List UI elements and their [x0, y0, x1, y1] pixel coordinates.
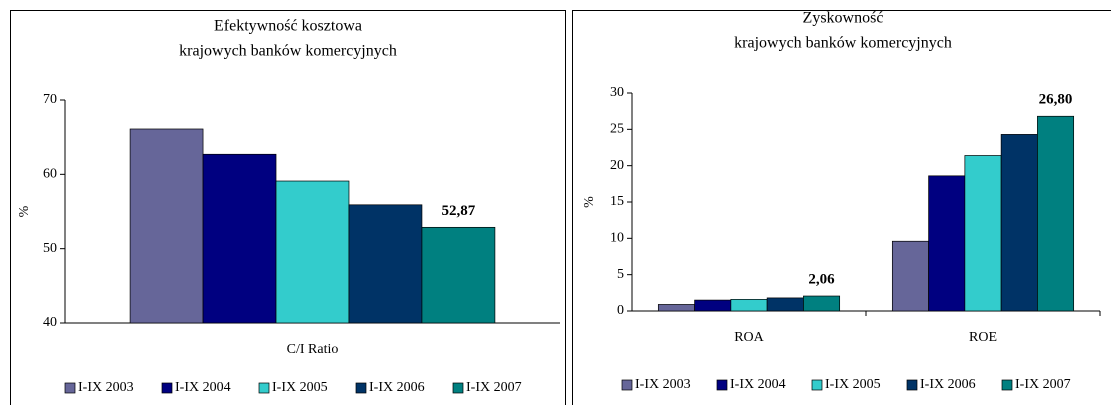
y-tick-label: 20 — [610, 158, 624, 173]
chart-title: Efektywność kosztowa — [214, 18, 362, 35]
legend-swatch — [906, 379, 918, 391]
legend-swatch — [355, 382, 367, 394]
chart-title: krajowych banków komercyjnych — [179, 43, 397, 60]
legend-label: I-IX 2006 — [920, 377, 976, 392]
bar — [348, 204, 423, 324]
legend-label: I-IX 2006 — [369, 380, 425, 395]
y-axis-label: % — [582, 196, 597, 208]
y-axis-label: % — [17, 205, 32, 217]
legend-label: I-IX 2005 — [272, 380, 328, 395]
bar — [421, 226, 496, 324]
x-tick-label: ROE — [969, 330, 997, 345]
chart-frame — [10, 10, 566, 405]
y-tick-label: 70 — [43, 92, 57, 107]
bar — [891, 240, 929, 312]
legend-swatch — [1001, 379, 1013, 391]
x-tick-label: C/I Ratio — [287, 342, 339, 357]
legend-label: I-IX 2005 — [825, 377, 881, 392]
legend-label: I-IX 2003 — [78, 380, 134, 395]
bar — [657, 304, 695, 312]
x-tick-label: ROA — [734, 330, 764, 345]
chart-title: krajowych banków komercyjnych — [734, 35, 952, 52]
legend-swatch — [161, 382, 173, 394]
legend-swatch — [811, 379, 823, 391]
legend-label: I-IX 2004 — [730, 377, 786, 392]
y-tick-label: 50 — [43, 241, 57, 256]
bar — [202, 153, 277, 324]
legend-label: I-IX 2003 — [635, 377, 691, 392]
legend-label: I-IX 2004 — [175, 380, 231, 395]
y-tick-label: 60 — [43, 167, 57, 182]
bar — [1000, 134, 1038, 312]
y-tick-label: 30 — [610, 85, 624, 100]
bar — [275, 180, 350, 324]
legend-label: I-IX 2007 — [466, 380, 522, 395]
y-tick-label: 40 — [43, 315, 57, 330]
bar — [694, 299, 732, 312]
y-tick-label: 10 — [610, 231, 624, 246]
value-label: 52,87 — [442, 203, 476, 219]
y-tick-label: 0 — [617, 303, 624, 318]
bar — [803, 295, 841, 312]
y-tick-label: 15 — [610, 194, 624, 209]
value-label: 2,06 — [808, 271, 835, 287]
legend-swatch — [258, 382, 270, 394]
bar — [964, 155, 1002, 312]
legend-swatch — [621, 379, 633, 391]
bar — [1037, 115, 1075, 312]
legend-swatch — [716, 379, 728, 391]
bar — [730, 299, 768, 312]
legend-swatch — [452, 382, 464, 394]
legend-label: I-IX 2007 — [1015, 377, 1071, 392]
bar — [928, 175, 966, 312]
chart-title: Zyskowność — [803, 10, 884, 27]
value-label: 26,80 — [1039, 92, 1073, 108]
bar — [129, 128, 204, 324]
chart-frame — [572, 10, 1111, 405]
y-tick-label: 5 — [617, 267, 624, 282]
bar — [766, 297, 804, 312]
legend-swatch — [64, 382, 76, 394]
y-tick-label: 25 — [610, 122, 624, 137]
